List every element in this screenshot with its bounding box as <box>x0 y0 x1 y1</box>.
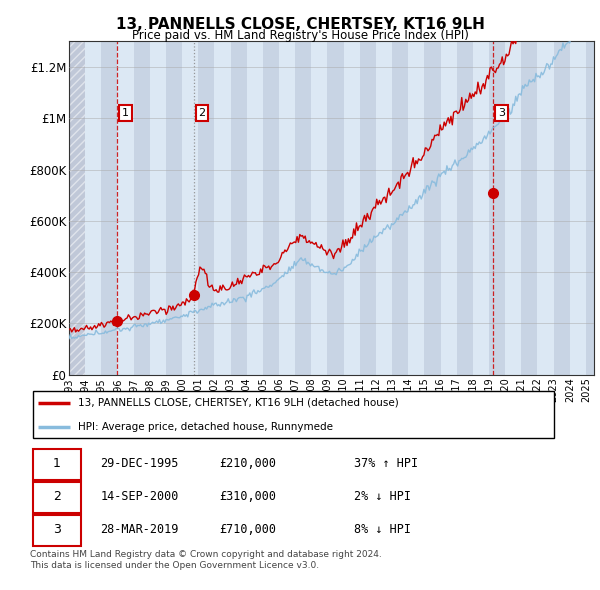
Bar <box>134 41 150 375</box>
Bar <box>424 41 440 375</box>
Bar <box>392 41 408 375</box>
Bar <box>586 41 600 375</box>
Bar <box>505 41 521 375</box>
Bar <box>295 41 311 375</box>
Bar <box>376 41 392 375</box>
Bar <box>69 41 85 375</box>
Text: 8% ↓ HPI: 8% ↓ HPI <box>354 523 411 536</box>
Bar <box>489 41 505 375</box>
Text: HPI: Average price, detached house, Runnymede: HPI: Average price, detached house, Runn… <box>77 422 332 432</box>
Text: 14-SEP-2000: 14-SEP-2000 <box>100 490 179 503</box>
Text: 13, PANNELLS CLOSE, CHERTSEY, KT16 9LH: 13, PANNELLS CLOSE, CHERTSEY, KT16 9LH <box>116 17 484 31</box>
FancyBboxPatch shape <box>32 391 554 438</box>
Text: £710,000: £710,000 <box>219 523 276 536</box>
Bar <box>279 41 295 375</box>
Bar <box>69 41 85 375</box>
Bar <box>538 41 554 375</box>
Text: 13, PANNELLS CLOSE, CHERTSEY, KT16 9LH (detached house): 13, PANNELLS CLOSE, CHERTSEY, KT16 9LH (… <box>77 398 398 408</box>
Text: 37% ↑ HPI: 37% ↑ HPI <box>354 457 418 470</box>
Bar <box>198 41 214 375</box>
Bar <box>473 41 489 375</box>
Text: 29-DEC-1995: 29-DEC-1995 <box>100 457 179 470</box>
Bar <box>263 41 279 375</box>
Bar <box>150 41 166 375</box>
Bar <box>230 41 247 375</box>
Bar <box>118 41 134 375</box>
Bar <box>440 41 457 375</box>
Bar <box>457 41 473 375</box>
Bar <box>182 41 198 375</box>
FancyBboxPatch shape <box>33 514 82 546</box>
Bar <box>85 41 101 375</box>
Text: 2% ↓ HPI: 2% ↓ HPI <box>354 490 411 503</box>
Bar <box>408 41 424 375</box>
Bar <box>311 41 328 375</box>
Bar <box>570 41 586 375</box>
Bar <box>360 41 376 375</box>
Bar <box>101 41 118 375</box>
Bar <box>214 41 230 375</box>
Text: 3: 3 <box>53 523 61 536</box>
FancyBboxPatch shape <box>33 481 82 513</box>
Text: 3: 3 <box>498 108 505 118</box>
Text: Price paid vs. HM Land Registry's House Price Index (HPI): Price paid vs. HM Land Registry's House … <box>131 29 469 42</box>
Text: 1: 1 <box>53 457 61 470</box>
FancyBboxPatch shape <box>33 448 82 480</box>
Bar <box>247 41 263 375</box>
Bar <box>554 41 570 375</box>
Text: £310,000: £310,000 <box>219 490 276 503</box>
Bar <box>521 41 538 375</box>
Text: 2: 2 <box>53 490 61 503</box>
Text: 1: 1 <box>122 108 129 118</box>
Text: Contains HM Land Registry data © Crown copyright and database right 2024.: Contains HM Land Registry data © Crown c… <box>30 550 382 559</box>
Bar <box>344 41 360 375</box>
Text: 2: 2 <box>199 108 206 118</box>
Text: 28-MAR-2019: 28-MAR-2019 <box>100 523 179 536</box>
Text: £210,000: £210,000 <box>219 457 276 470</box>
Bar <box>328 41 344 375</box>
Text: This data is licensed under the Open Government Licence v3.0.: This data is licensed under the Open Gov… <box>30 560 319 569</box>
Bar <box>166 41 182 375</box>
